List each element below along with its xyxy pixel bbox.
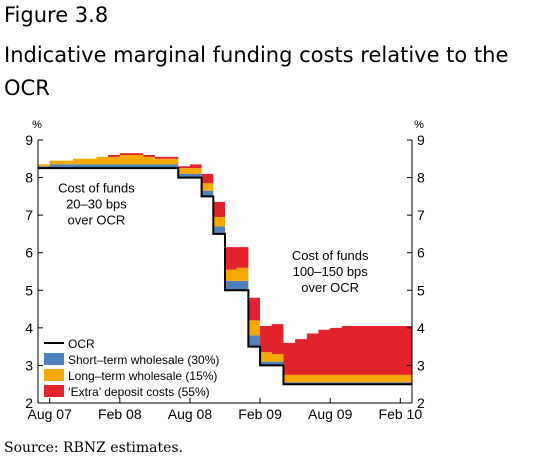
source-note: Source: RBNZ estimates. bbox=[4, 440, 184, 456]
y-tick-label-right: 2 bbox=[417, 395, 425, 411]
y-tick-label-right: 6 bbox=[417, 245, 425, 261]
y-tick-label-left: 8 bbox=[25, 170, 33, 186]
y-tick-label-right: 8 bbox=[417, 170, 425, 186]
legend-swatch-2 bbox=[44, 369, 64, 381]
x-tick-label: Aug 09 bbox=[308, 406, 353, 422]
y-tick-label-right: 4 bbox=[417, 320, 425, 336]
annotation-text-1: 20–30 bps bbox=[66, 197, 127, 212]
x-tick-label: Feb 10 bbox=[379, 406, 423, 422]
y-tick-label-right: 5 bbox=[417, 282, 425, 298]
y-tick-label-right: 7 bbox=[417, 207, 425, 223]
annotation-text-2: Cost of funds bbox=[292, 248, 369, 263]
legend-swatch-1 bbox=[44, 353, 64, 365]
chart: 2 2 3 3 4 4 5 5 6 6 7 7 8 8 9 9% % Aug 07 Feb 08 Aug 08 Feb … bbox=[25, 119, 425, 422]
x-tick-label: Feb 09 bbox=[238, 406, 282, 422]
annotation-text-2: over OCR bbox=[301, 280, 359, 295]
y-tick-label-right: 3 bbox=[417, 357, 425, 373]
legend-label: OCR bbox=[68, 337, 95, 351]
y-tick-label-left: 5 bbox=[25, 282, 33, 298]
annotation-text-1: over OCR bbox=[68, 213, 126, 228]
x-tick-label: Aug 07 bbox=[28, 406, 73, 422]
x-tick-label: Feb 08 bbox=[98, 406, 142, 422]
legend-swatch-3 bbox=[44, 385, 64, 397]
legend-label: Short–term wholesale (30%) bbox=[68, 353, 219, 367]
legend-label: ‘Extra’ deposit costs (55%) bbox=[68, 385, 210, 399]
annotation-text-1: Cost of funds bbox=[58, 181, 135, 196]
y-tick-label-left: 3 bbox=[25, 357, 33, 373]
x-tick-label: Aug 08 bbox=[168, 406, 213, 422]
y-tick-label-left: 7 bbox=[25, 207, 33, 223]
y-tick-label-left: 9 bbox=[25, 132, 33, 148]
y-tick-label-right: 9 bbox=[417, 132, 425, 148]
figure-label: Figure 3.8 bbox=[4, 3, 109, 27]
legend-label: Long–term wholesale (15%) bbox=[68, 369, 217, 383]
chart-title: Indicative marginal funding costs relati… bbox=[4, 43, 509, 100]
ocr-line bbox=[38, 167, 412, 386]
y-tick-label-left: 2 bbox=[25, 395, 33, 411]
y-tick-label-left: 4 bbox=[25, 320, 33, 336]
y-axis-unit-right: % bbox=[414, 119, 424, 131]
annotation-text-2: 100–150 bps bbox=[293, 264, 369, 279]
y-tick-label-left: 6 bbox=[25, 245, 33, 261]
y-axis-unit-left: % bbox=[32, 119, 42, 131]
